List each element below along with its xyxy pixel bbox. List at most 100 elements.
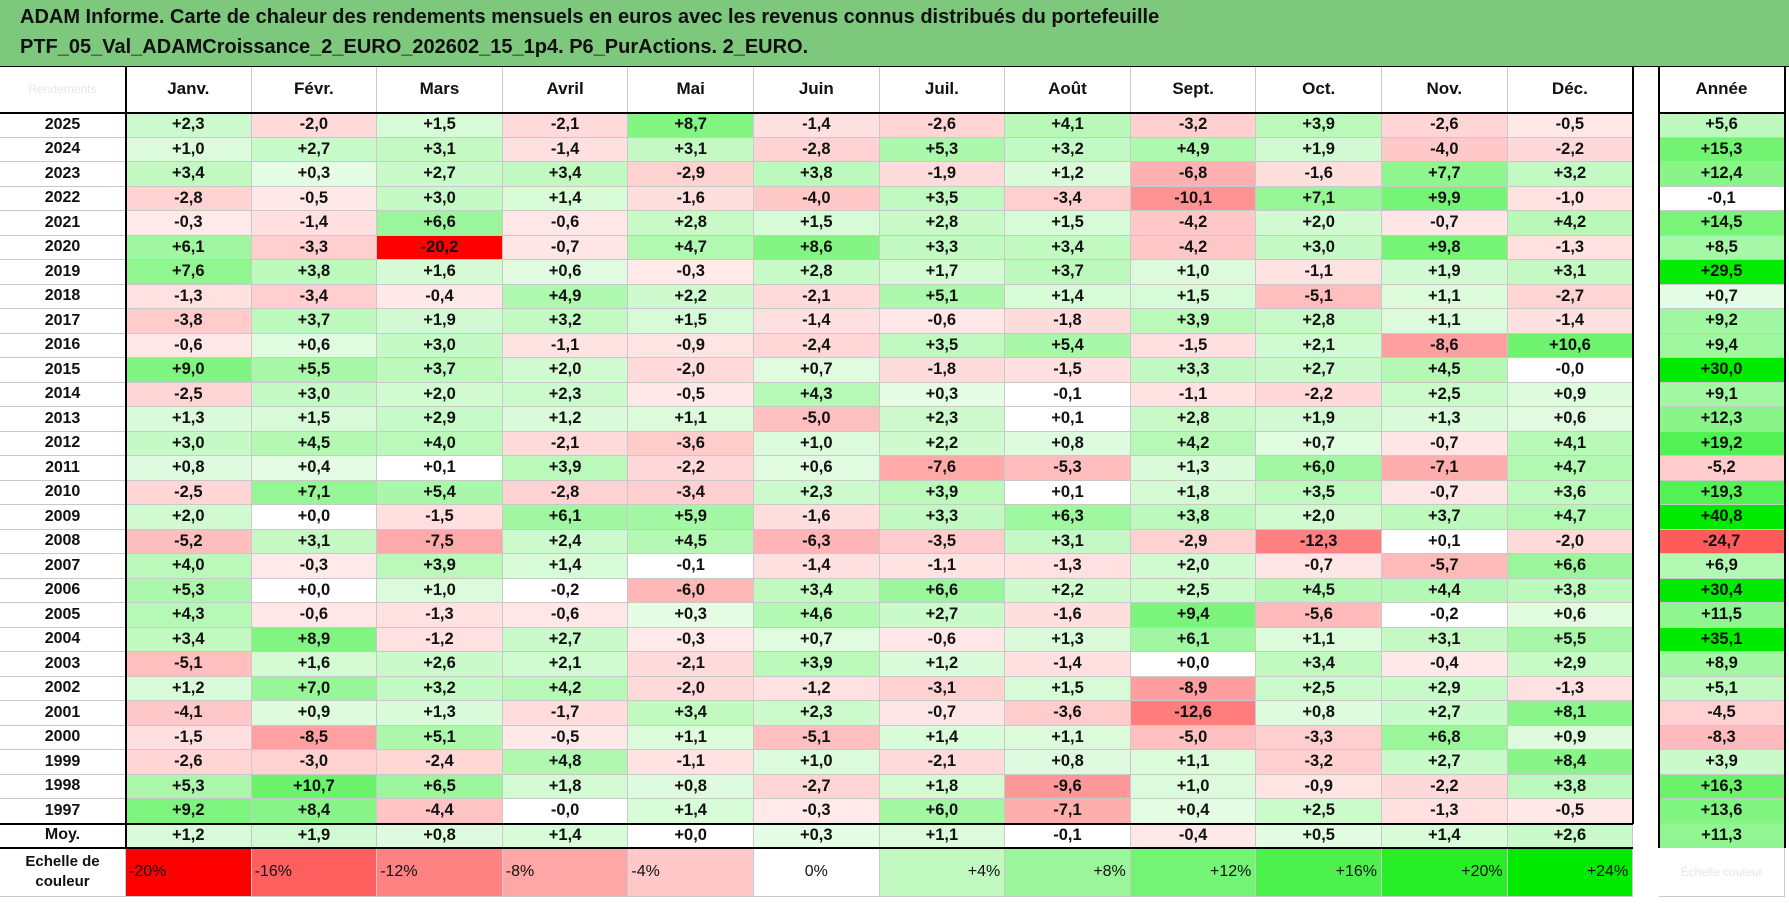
heatmap-cell: -0,9 — [1256, 774, 1382, 799]
average-cell: +0,5 — [1256, 823, 1382, 848]
heatmap-cell: +2,2 — [1005, 578, 1131, 603]
heatmap-cell: -2,8 — [126, 186, 252, 211]
heatmap-cell: +4,2 — [1130, 431, 1257, 456]
heatmap-cell: +3,9 — [879, 480, 1006, 505]
heatmap-cell: +6,6 — [879, 578, 1006, 603]
heatmap-cell: -0,7 — [1256, 554, 1382, 579]
annee-left-rule — [1658, 66, 1660, 848]
annual-cell: +5,1 — [1659, 676, 1785, 701]
column-header: Janv. — [126, 66, 252, 113]
heatmap-cell: +1,5 — [1005, 211, 1131, 236]
heatmap-cell: +4,7 — [1507, 505, 1634, 530]
heatmap-cell: +2,7 — [879, 603, 1006, 628]
heatmap-cell: -1,3 — [1507, 235, 1634, 260]
row-year-label: 2025 — [0, 113, 126, 138]
heatmap-cell: +4,0 — [377, 431, 503, 456]
annual-cell: +11,5 — [1659, 603, 1785, 628]
heatmap-cell: +7,1 — [1256, 186, 1382, 211]
heatmap-cell: -2,8 — [502, 480, 629, 505]
heatmap-cell: +6,1 — [502, 505, 629, 530]
heatmap-cell: +3,2 — [1507, 162, 1634, 187]
heatmap-cell: -3,0 — [251, 750, 378, 775]
heatmap-cell: -5,0 — [1130, 725, 1257, 750]
heatmap-cell: -8,6 — [1382, 333, 1508, 358]
heatmap-cell: -2,6 — [879, 113, 1006, 138]
heatmap-cell: +4,7 — [1507, 456, 1634, 481]
column-header: Mai — [628, 66, 754, 113]
heatmap-cell: -2,2 — [628, 456, 754, 481]
heatmap-cell: -2,9 — [628, 162, 754, 187]
heatmap-cell: -0,6 — [502, 603, 629, 628]
title-line-2: PTF_05_Val_ADAMCroissance_2_EURO_202602_… — [20, 36, 809, 58]
heatmap-cell: +0,6 — [251, 333, 378, 358]
heatmap-cell: -2,2 — [1382, 774, 1508, 799]
heatmap-cell: +2,3 — [126, 113, 252, 138]
heatmap-cell: -0,6 — [251, 603, 378, 628]
heatmap-cell: +5,5 — [251, 358, 378, 383]
heatmap-cell: -7,1 — [1382, 456, 1508, 481]
grid-top-rule — [0, 66, 1789, 67]
scale-swatch: -16% — [251, 848, 378, 897]
heatmap-cell: +0,9 — [1507, 725, 1634, 750]
heatmap-cell: -0,7 — [1382, 211, 1508, 236]
heatmap-cell: -0,5 — [628, 382, 754, 407]
annual-cell: +8,9 — [1659, 652, 1785, 677]
heatmap-cell: -1,2 — [754, 676, 880, 701]
heatmap-cell: -1,3 — [126, 284, 252, 309]
heatmap-cell: +3,5 — [879, 186, 1006, 211]
heatmap-cell: +2,1 — [1256, 333, 1382, 358]
heatmap-cell: +2,0 — [502, 358, 629, 383]
heatmap-cell: +1,5 — [251, 407, 378, 432]
heatmap-cell: +3,1 — [251, 529, 378, 554]
annual-cell: +30,4 — [1659, 578, 1785, 603]
heatmap-cell: -5,1 — [126, 652, 252, 677]
column-header: Août — [1005, 66, 1131, 113]
heatmap-cell: +1,8 — [879, 774, 1006, 799]
heatmap-cell: +4,8 — [502, 750, 629, 775]
heatmap-cell: +10,7 — [251, 774, 378, 799]
column-header: Sept. — [1130, 66, 1257, 113]
annual-cell: +14,5 — [1659, 211, 1785, 236]
heatmap-cell: -2,0 — [628, 676, 754, 701]
heatmap-cell: +2,5 — [1256, 799, 1382, 824]
heatmap-cell: +2,7 — [1256, 358, 1382, 383]
heatmap-cell: +6,1 — [1130, 627, 1257, 652]
heatmap-cell: +0,6 — [1507, 407, 1634, 432]
column-header: Nov. — [1382, 66, 1508, 113]
heatmap-cell: -9,6 — [1005, 774, 1131, 799]
column-header: Juin — [754, 66, 880, 113]
heatmap-cell: +0,0 — [1130, 652, 1257, 677]
heatmap-cell: +1,2 — [502, 407, 629, 432]
heatmap-cell: +2,9 — [1382, 676, 1508, 701]
heatmap-cell: +1,2 — [1005, 162, 1131, 187]
heatmap-cell: -3,3 — [251, 235, 378, 260]
heatmap-cell: -3,6 — [1005, 701, 1131, 726]
heatmap-cell: +0,1 — [1005, 480, 1131, 505]
annual-cell: +19,2 — [1659, 431, 1785, 456]
heatmap-cell: +3,7 — [1382, 505, 1508, 530]
heatmap-cell: -1,6 — [1256, 162, 1382, 187]
heatmap-cell: +3,5 — [1256, 480, 1382, 505]
heatmap-cell: +3,0 — [377, 333, 503, 358]
heatmap-cell: +3,3 — [1130, 358, 1257, 383]
heatmap-cell: +1,1 — [628, 407, 754, 432]
heatmap-cell: +2,7 — [502, 627, 629, 652]
annual-cell: +15,3 — [1659, 137, 1785, 162]
heatmap-cell: +2,9 — [377, 407, 503, 432]
heatmap-cell: +3,9 — [754, 652, 880, 677]
heatmap-cell: -5,2 — [126, 529, 252, 554]
heatmap-cell: +0,7 — [754, 358, 880, 383]
heatmap-cell: -0,4 — [1382, 652, 1508, 677]
heatmap-cell: +0,6 — [754, 456, 880, 481]
row-year-label: 2022 — [0, 186, 126, 211]
heatmap-cell: -3,4 — [628, 480, 754, 505]
heatmap-cell: +1,0 — [1130, 260, 1257, 285]
heatmap-cell: +9,4 — [1130, 603, 1257, 628]
row-year-label: 1998 — [0, 774, 126, 799]
heatmap-cell: +4,3 — [126, 603, 252, 628]
heatmap-cell: +5,3 — [126, 578, 252, 603]
annual-cell: -0,1 — [1659, 186, 1785, 211]
heatmap-cell: -3,2 — [1256, 750, 1382, 775]
column-header: Mars — [377, 66, 503, 113]
heatmap-cell: -1,0 — [1507, 186, 1634, 211]
